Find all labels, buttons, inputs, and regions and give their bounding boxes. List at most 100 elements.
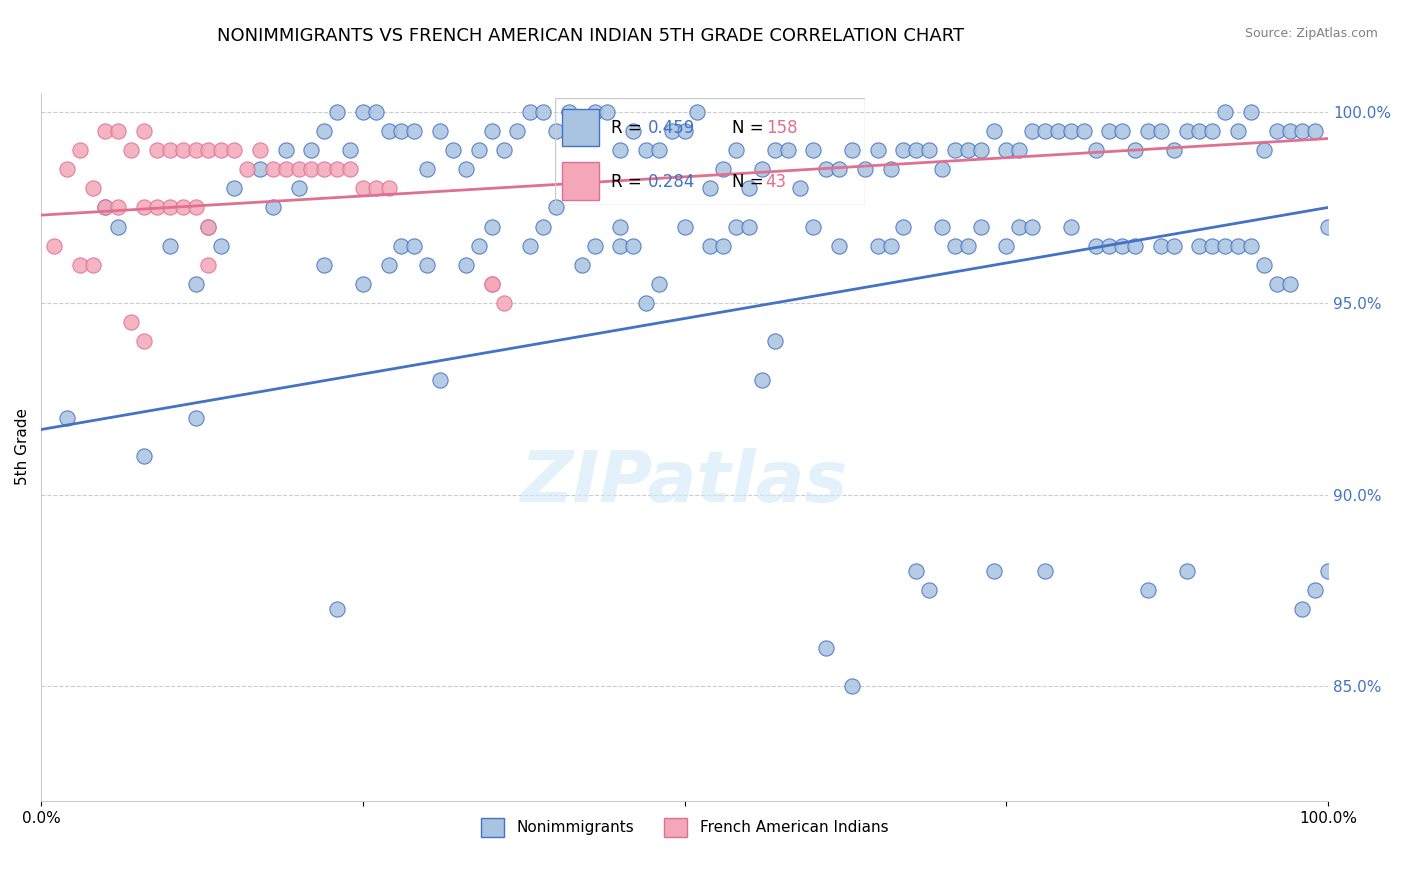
Point	[531, 104, 554, 119]
Point	[956, 143, 979, 157]
Point	[815, 162, 838, 177]
Point	[789, 181, 811, 195]
Point	[120, 315, 142, 329]
Point	[519, 104, 541, 119]
Point	[364, 181, 387, 195]
Point	[82, 258, 104, 272]
Point	[314, 162, 336, 177]
Point	[969, 219, 991, 234]
Point	[853, 162, 876, 177]
Point	[673, 219, 696, 234]
Point	[841, 679, 863, 693]
Point	[1008, 219, 1031, 234]
Point	[1033, 564, 1056, 578]
Point	[209, 143, 232, 157]
Point	[377, 124, 399, 138]
Point	[249, 162, 271, 177]
Point	[146, 143, 169, 157]
Point	[197, 219, 219, 234]
Point	[1136, 124, 1159, 138]
Point	[544, 124, 567, 138]
Point	[956, 238, 979, 252]
Point	[1085, 238, 1108, 252]
Point	[132, 334, 155, 349]
Point	[1253, 258, 1275, 272]
Point	[326, 602, 349, 616]
Point	[583, 238, 606, 252]
Point	[494, 143, 516, 157]
Point	[197, 258, 219, 272]
Point	[893, 219, 915, 234]
Point	[120, 143, 142, 157]
Point	[634, 143, 657, 157]
Point	[69, 258, 91, 272]
Point	[416, 162, 439, 177]
Point	[828, 238, 851, 252]
Point	[751, 162, 773, 177]
Point	[352, 104, 374, 119]
Point	[1073, 124, 1095, 138]
Point	[94, 201, 117, 215]
Point	[1303, 124, 1326, 138]
Point	[1163, 143, 1185, 157]
Text: R =: R =	[612, 120, 647, 137]
Point	[236, 162, 259, 177]
Point	[1265, 277, 1288, 291]
Point	[404, 124, 426, 138]
Point	[1060, 219, 1083, 234]
Text: 0.284: 0.284	[648, 173, 696, 191]
Point	[1291, 124, 1313, 138]
Point	[1265, 124, 1288, 138]
Point	[1278, 124, 1301, 138]
Text: 0.459: 0.459	[648, 120, 696, 137]
Point	[983, 124, 1005, 138]
Point	[1150, 238, 1173, 252]
Point	[801, 143, 824, 157]
Text: 43: 43	[766, 173, 787, 191]
Point	[132, 450, 155, 464]
Point	[1303, 583, 1326, 598]
Point	[648, 277, 671, 291]
Point	[686, 104, 709, 119]
Text: NONIMMIGRANTS VS FRENCH AMERICAN INDIAN 5TH GRADE CORRELATION CHART: NONIMMIGRANTS VS FRENCH AMERICAN INDIAN …	[217, 27, 965, 45]
Point	[391, 124, 413, 138]
Point	[364, 104, 387, 119]
Point	[1150, 124, 1173, 138]
FancyBboxPatch shape	[561, 109, 599, 146]
Point	[879, 238, 901, 252]
Point	[209, 238, 232, 252]
Point	[725, 143, 748, 157]
Point	[262, 162, 284, 177]
Text: R =: R =	[612, 173, 647, 191]
Point	[699, 238, 721, 252]
Point	[1021, 124, 1043, 138]
Point	[224, 143, 246, 157]
Point	[1136, 583, 1159, 598]
Point	[1111, 124, 1133, 138]
Point	[1188, 238, 1211, 252]
Point	[661, 124, 683, 138]
Point	[1111, 238, 1133, 252]
Point	[299, 162, 322, 177]
Point	[481, 277, 503, 291]
Point	[506, 124, 529, 138]
Point	[969, 143, 991, 157]
Text: 158: 158	[766, 120, 797, 137]
Point	[893, 143, 915, 157]
Point	[481, 124, 503, 138]
Point	[983, 564, 1005, 578]
Point	[467, 143, 489, 157]
Point	[531, 219, 554, 234]
FancyBboxPatch shape	[561, 162, 599, 200]
Point	[1253, 143, 1275, 157]
Point	[1123, 238, 1146, 252]
Text: Source: ZipAtlas.com: Source: ZipAtlas.com	[1244, 27, 1378, 40]
Point	[1201, 238, 1223, 252]
Point	[995, 238, 1018, 252]
Point	[1240, 238, 1263, 252]
Point	[326, 104, 349, 119]
Point	[1278, 277, 1301, 291]
Point	[918, 583, 941, 598]
Point	[481, 219, 503, 234]
Point	[931, 162, 953, 177]
